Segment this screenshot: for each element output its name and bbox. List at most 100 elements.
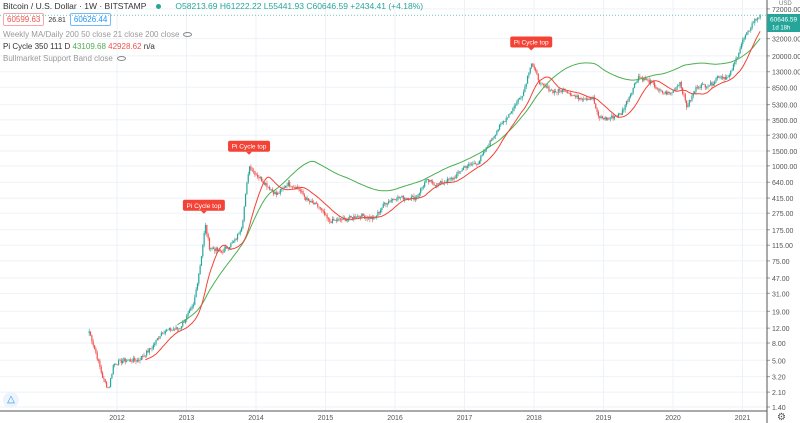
pi-value-3: n/a — [143, 42, 155, 51]
indicator-pi-cycle[interactable]: Pi Cycle 350 111 D 43109.68 42928.62 n/a — [3, 42, 155, 51]
candle — [323, 211, 326, 215]
candle — [739, 48, 741, 54]
candle — [715, 78, 717, 82]
candle — [450, 178, 453, 179]
candle — [752, 22, 755, 24]
symbol-title[interactable]: Bitcoin / U.S. Dollar · 1W · BITSTAMP — [3, 1, 147, 11]
candle — [568, 92, 570, 94]
x-tick-label: 2018 — [526, 415, 542, 422]
candle — [559, 89, 561, 91]
market-status-icon — [156, 3, 162, 9]
candle — [325, 214, 327, 216]
candle — [517, 99, 519, 102]
candle — [216, 247, 219, 251]
candle — [236, 233, 239, 240]
y-tick-label: 12.00 — [772, 326, 790, 333]
candle — [648, 79, 650, 84]
candle — [637, 76, 640, 81]
candle — [707, 86, 709, 88]
candle — [246, 182, 248, 194]
candle — [371, 217, 374, 220]
candle — [484, 151, 486, 153]
candle — [758, 17, 760, 19]
candle — [617, 113, 620, 117]
candle — [191, 306, 193, 309]
candle — [714, 81, 716, 84]
candle — [176, 327, 179, 329]
candle — [198, 274, 200, 284]
buy-button[interactable]: 60626.44 — [69, 13, 112, 26]
candle — [206, 225, 208, 235]
candle — [597, 111, 600, 117]
candle — [494, 134, 497, 137]
hidden-eye-icon[interactable] — [183, 32, 193, 38]
candle — [373, 217, 375, 220]
candle — [438, 183, 440, 184]
x-tick-label: 2016 — [387, 415, 403, 422]
candle — [369, 216, 371, 220]
candle — [461, 169, 463, 172]
indicator-weekly-ma[interactable]: Weekly MA/Daily 200 50 close 21 close 20… — [3, 30, 193, 39]
candle — [111, 373, 113, 379]
candle — [326, 214, 328, 219]
candle — [633, 83, 636, 88]
candle — [244, 193, 247, 207]
settings-gear-icon[interactable]: ⚙ — [777, 412, 786, 423]
candle — [591, 98, 593, 100]
y-tick-label: 3.20 — [772, 375, 786, 382]
candle — [281, 188, 283, 190]
candle — [426, 179, 428, 180]
sell-button[interactable]: 60599.63 — [3, 13, 45, 26]
candle — [457, 171, 459, 175]
y-tick-label: 1500.00 — [772, 149, 797, 156]
candle — [412, 196, 414, 197]
candle — [313, 202, 315, 205]
candle — [464, 166, 466, 168]
y-tick-label: 1000.00 — [772, 164, 797, 171]
candle — [676, 85, 678, 88]
candle — [104, 379, 106, 383]
candle — [212, 247, 215, 249]
candle — [314, 202, 316, 205]
candle — [362, 213, 364, 217]
candle — [728, 75, 731, 77]
candle — [748, 30, 751, 32]
candle — [759, 15, 761, 18]
candle — [342, 217, 344, 220]
candle — [669, 92, 672, 94]
candle — [667, 91, 669, 95]
y-tick-label: 72000.00 — [772, 7, 800, 14]
tradingview-logo-icon[interactable]: △ — [3, 392, 19, 408]
candle — [742, 39, 744, 44]
candle — [196, 283, 199, 290]
candle — [476, 163, 478, 165]
candle — [496, 131, 498, 135]
candle — [107, 387, 109, 388]
candle — [387, 201, 390, 204]
hidden-eye-icon[interactable] — [116, 56, 126, 62]
candle — [539, 80, 541, 85]
candle — [502, 121, 505, 123]
candle — [698, 87, 700, 89]
candle — [643, 77, 645, 81]
candle — [632, 87, 634, 93]
candle — [624, 105, 626, 110]
candle — [665, 91, 668, 95]
candle — [541, 83, 543, 85]
candle — [747, 30, 749, 33]
candle — [318, 206, 320, 208]
x-tick-label: 2012 — [109, 415, 125, 422]
candle — [405, 198, 407, 199]
candle — [341, 219, 343, 221]
candle — [498, 125, 501, 130]
candle — [671, 92, 673, 94]
ma-350x2-line — [177, 38, 761, 326]
candle — [255, 174, 257, 176]
candle — [254, 171, 256, 175]
candle — [719, 77, 721, 78]
candle — [577, 95, 579, 100]
indicator-bull-band[interactable]: Bullmarket Support Band close — [3, 54, 126, 63]
candle — [723, 77, 725, 79]
candle — [97, 359, 100, 361]
